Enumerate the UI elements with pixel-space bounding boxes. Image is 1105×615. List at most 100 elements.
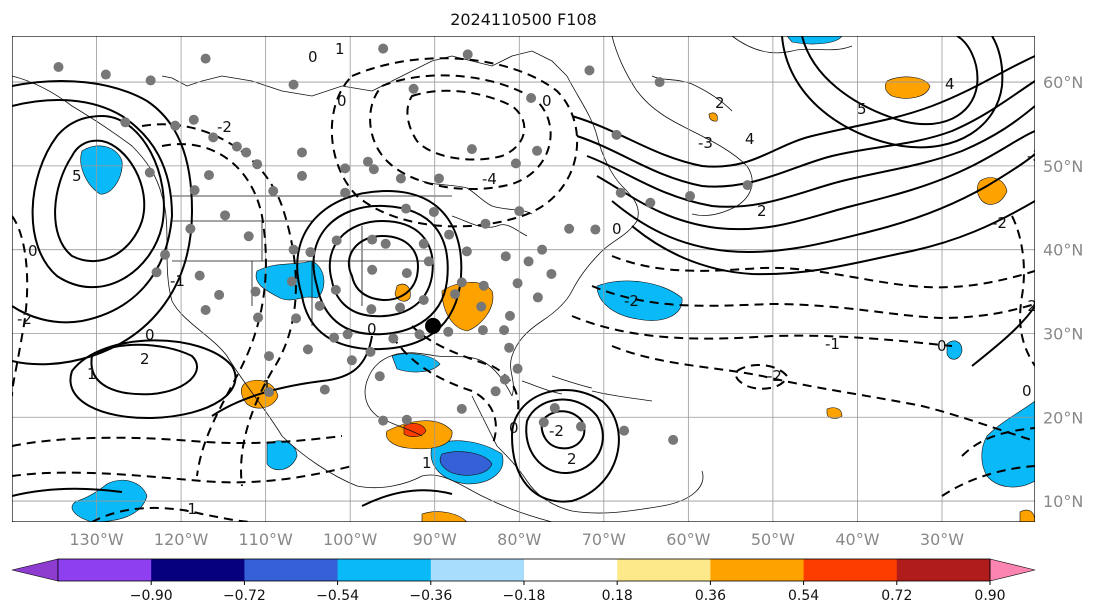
contour-label: 0	[937, 337, 947, 355]
lat-labels: 10°N 20°N 30°N 40°N 50°N 60°N	[1043, 73, 1083, 511]
station-point	[302, 344, 313, 355]
contour-label: 0	[145, 326, 155, 344]
contour-solid	[801, 36, 979, 126]
lat-tick-label: 20°N	[1043, 408, 1083, 427]
colorbar-segment	[803, 559, 898, 581]
contour-label: 0	[308, 48, 318, 66]
lat-tick-label: 50°N	[1043, 157, 1083, 176]
station-point	[615, 187, 626, 198]
station-point	[478, 280, 489, 291]
station-point	[512, 363, 523, 374]
shade-blue	[266, 440, 298, 471]
station-point	[418, 294, 429, 305]
station-point	[526, 93, 537, 104]
shade-orange	[826, 407, 843, 419]
station-point	[346, 355, 357, 366]
contour-label: 1	[262, 377, 272, 395]
station-point	[645, 197, 656, 208]
station-point	[288, 79, 299, 90]
contour-label: 0	[367, 320, 377, 338]
contour-label: 5	[72, 167, 82, 185]
contour-label: -3	[698, 134, 713, 152]
contour-dashed	[369, 74, 552, 190]
station-point	[264, 351, 275, 362]
station-point	[268, 186, 279, 197]
contour-dashed	[411, 325, 520, 417]
map-axes: 10°N20°N30°N40°N50°N60°N 130°W 120°W 110°W…	[69, 73, 1083, 549]
weather-map: 0 1 5 2 1 0 0 -2 -1 -4 2 4 -3 5 4 2 -2 -…	[12, 36, 1035, 522]
colorbar-tick-label: −0.18	[503, 588, 546, 604]
contour-label: 0	[509, 419, 519, 437]
station-point	[340, 163, 351, 174]
station-point	[510, 158, 521, 169]
station-point	[504, 342, 515, 353]
station-point	[499, 374, 510, 385]
lon-tick-label: 80°W	[497, 530, 541, 549]
contour-solid	[12, 80, 194, 366]
contour-solid	[211, 335, 373, 417]
contour-label: -2	[992, 214, 1007, 232]
contour-dashed	[961, 427, 1035, 457]
contour-label: 0	[337, 92, 347, 110]
contour-solid	[781, 36, 1004, 149]
station-point	[185, 223, 196, 234]
station-point	[200, 305, 211, 316]
shade-orange	[1019, 509, 1035, 522]
colorbar-tick-label: 0.90	[974, 588, 1005, 604]
station-point	[433, 173, 444, 184]
contour-solid	[631, 200, 1035, 276]
contour-dashed	[91, 506, 253, 522]
colorbar-tick-label: −0.36	[409, 588, 452, 604]
colorbar-tick-label: 0.72	[881, 588, 912, 604]
contour-solid	[571, 55, 1035, 168]
station-point	[243, 231, 254, 242]
colorbar-tick-label: −0.90	[130, 588, 173, 604]
contour-label: -1	[182, 500, 197, 518]
station-point	[549, 403, 560, 414]
station-point	[231, 141, 242, 152]
station-point	[220, 210, 231, 221]
station-point	[532, 292, 543, 303]
station-point	[342, 329, 353, 340]
station-point	[443, 326, 454, 337]
station-point	[120, 117, 131, 128]
contour-dashed	[12, 435, 343, 447]
contour-label: -2	[17, 310, 32, 328]
station-point	[619, 425, 630, 436]
lat-tick-label: 10°N	[1043, 492, 1083, 511]
station-point	[144, 167, 155, 178]
station-point	[400, 203, 411, 214]
station-point	[490, 386, 501, 397]
contour-solid	[54, 139, 146, 262]
contour-label: 4	[945, 75, 955, 93]
contour-label: 0	[542, 92, 552, 110]
contour-dashed	[141, 123, 297, 487]
station-point	[286, 276, 297, 287]
station-point	[200, 53, 211, 64]
station-point	[203, 170, 214, 181]
contour-solid	[328, 219, 434, 318]
contour-label: 0	[1022, 382, 1032, 400]
station-point	[401, 414, 412, 425]
station-point	[314, 300, 325, 311]
colorbar-segment	[244, 559, 339, 581]
station-point	[395, 173, 406, 184]
station-point	[564, 223, 575, 234]
contour-dashed	[161, 143, 267, 477]
station-point	[305, 247, 316, 258]
station-point	[514, 206, 525, 217]
shade-orange	[708, 112, 718, 122]
station-point	[319, 384, 330, 395]
station-point	[100, 69, 111, 80]
station-point	[388, 333, 399, 344]
contour-label: -1	[825, 335, 840, 353]
colorbar-tick-label: 0.54	[788, 588, 819, 604]
station-point	[189, 185, 200, 196]
contour-dashed	[330, 57, 579, 228]
station-point	[340, 187, 351, 198]
station-point	[366, 304, 377, 315]
contour-label: 0	[28, 242, 38, 260]
lon-tick-label: 130°W	[69, 530, 124, 549]
station-point	[250, 286, 261, 297]
contour-solid	[347, 234, 419, 301]
